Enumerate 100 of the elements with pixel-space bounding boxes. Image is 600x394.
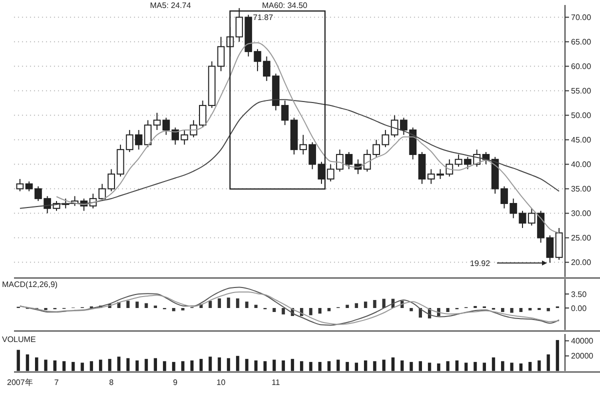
bar — [546, 308, 550, 312]
bar — [519, 363, 523, 371]
y-tick-label: 20.00 — [571, 258, 592, 268]
bar — [44, 360, 48, 371]
candlestick — [217, 36, 225, 72]
bar — [26, 354, 30, 371]
bar — [218, 357, 221, 371]
bar — [546, 354, 550, 371]
bar — [199, 358, 203, 371]
bar — [492, 357, 496, 371]
bar — [218, 298, 221, 308]
bar — [556, 340, 560, 371]
y-tick-label: 20000 — [571, 352, 594, 361]
bar — [236, 298, 240, 308]
bar — [528, 362, 532, 371]
bar — [108, 358, 112, 371]
bar — [136, 360, 139, 371]
bar — [272, 308, 276, 312]
bar — [327, 361, 331, 371]
bar — [245, 302, 248, 308]
bar — [282, 308, 285, 314]
line-series — [19, 99, 560, 209]
candlestick — [153, 112, 161, 130]
bar — [474, 362, 477, 371]
line-series — [19, 292, 560, 325]
bar — [510, 308, 514, 313]
y-tick-label: 55.00 — [571, 86, 592, 96]
bar — [519, 308, 523, 312]
y-tick-label: 45.00 — [571, 136, 592, 145]
bar — [364, 360, 368, 371]
bar — [53, 360, 56, 371]
bar — [162, 361, 166, 371]
bar — [373, 300, 376, 308]
y-tick-label: 60.00 — [571, 62, 592, 72]
x-tick-label: 7 — [54, 378, 60, 387]
bar — [373, 361, 376, 371]
candlestick — [454, 154, 462, 168]
bar — [382, 298, 386, 308]
bar — [282, 360, 285, 371]
bar — [418, 361, 422, 371]
bar — [144, 358, 148, 371]
x-tick-label: 2007年 — [7, 378, 33, 387]
annotation: MA60: 34.50 — [262, 1, 308, 10]
y-tick-label: 70.00 — [571, 13, 592, 22]
bar — [272, 360, 276, 371]
bar — [62, 361, 66, 371]
bar — [300, 361, 304, 371]
bar — [226, 298, 230, 308]
bar — [428, 362, 432, 371]
bar — [80, 362, 84, 371]
candlestick — [254, 48, 262, 72]
bar — [318, 308, 322, 314]
bar — [236, 356, 240, 371]
bar — [346, 304, 349, 308]
bar — [336, 360, 340, 371]
bar — [309, 308, 312, 316]
bar — [501, 361, 504, 371]
bar — [382, 360, 386, 371]
bar — [501, 308, 504, 312]
bar — [455, 360, 459, 371]
bar — [446, 308, 450, 312]
candlestick — [16, 178, 24, 192]
bar — [98, 360, 102, 371]
bar — [226, 358, 230, 371]
bar — [90, 361, 94, 371]
bar — [254, 360, 258, 371]
bar — [208, 356, 212, 371]
annotation: MACD(12,26,9) — [2, 280, 58, 289]
bar — [126, 300, 130, 308]
bar — [410, 308, 413, 312]
x-tick-label: 9 — [173, 378, 178, 387]
bar — [346, 362, 349, 371]
y-tick-label: 35.00 — [571, 184, 592, 194]
x-tick-label: 10 — [216, 378, 226, 387]
y-tick-label: 3.50 — [571, 290, 588, 299]
annotation: VOLUME — [2, 335, 36, 344]
candlestick — [518, 210, 526, 228]
bar — [391, 357, 395, 371]
y-tick-label: 50.00 — [571, 111, 592, 120]
bar — [354, 362, 358, 371]
annotation: 71.87 — [253, 13, 274, 22]
annotation: MA5: 24.74 — [150, 1, 192, 10]
x-tick-label: 11 — [272, 378, 280, 387]
bar — [263, 361, 267, 371]
bar — [117, 356, 120, 371]
bar — [208, 300, 212, 308]
bar — [35, 357, 38, 371]
bar — [437, 363, 440, 371]
y-tick-label: 40000 — [571, 336, 594, 346]
bar — [181, 361, 184, 371]
bar — [410, 362, 413, 371]
bar — [190, 360, 194, 371]
y-tick-label: 0.00 — [571, 304, 588, 313]
bar — [126, 358, 130, 371]
bar — [154, 358, 158, 371]
bar — [354, 303, 358, 308]
bar — [446, 361, 450, 371]
bar — [172, 308, 176, 312]
bar — [482, 362, 486, 371]
y-tick-label: 30.00 — [571, 209, 592, 218]
